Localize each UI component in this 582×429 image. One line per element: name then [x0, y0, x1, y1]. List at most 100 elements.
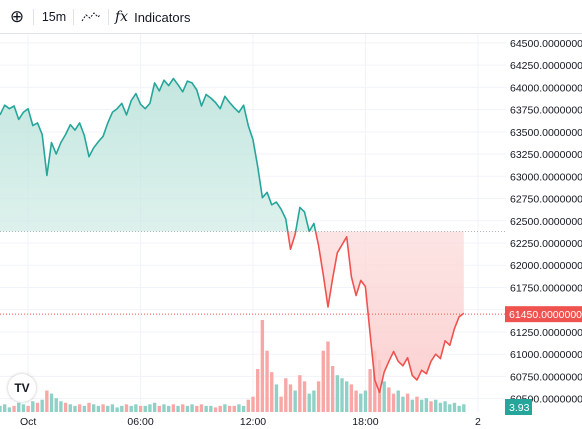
- volume-bar: [106, 405, 110, 412]
- volume-bar: [251, 396, 255, 412]
- volume-bar: [274, 384, 279, 412]
- y-axis[interactable]: 64500.00000000 64250.00000000 64000.000000…: [510, 38, 582, 406]
- volume-bar: [452, 402, 457, 412]
- volume-bar: [49, 393, 54, 412]
- volume-bar: [288, 384, 293, 412]
- volume-bar: [410, 399, 414, 412]
- volume-bar: [152, 402, 157, 412]
- x-axis[interactable]: Oct 06:00 12:00 18:00 2: [20, 416, 481, 428]
- volume-bar: [270, 372, 274, 412]
- volume-bar: [434, 399, 438, 412]
- volume-bar: [115, 407, 119, 412]
- volume-bar: [138, 405, 143, 412]
- volume-bar: [368, 369, 372, 412]
- volume-bar: [195, 405, 199, 412]
- volume-bar: [21, 404, 26, 412]
- y-axis-label: 60750.00000000: [510, 371, 582, 383]
- price-line-up: [0, 77, 317, 232]
- volume-bar: [0, 405, 2, 412]
- volume-bar: [462, 404, 466, 412]
- price-area: [0, 78, 506, 393]
- y-axis-label: 62500.00000000: [510, 216, 582, 228]
- volume-bar: [26, 405, 30, 412]
- volume-bar: [330, 366, 335, 412]
- volume-bar: [40, 399, 44, 412]
- volume-bar: [63, 402, 68, 412]
- volume-bar: [209, 405, 213, 412]
- volume-bar: [429, 401, 433, 412]
- y-axis-label: 61250.00000000: [510, 327, 582, 339]
- volume-bar: [45, 390, 49, 412]
- chart-area[interactable]: 64500.00000000 64250.00000000 64000.000000…: [0, 34, 582, 429]
- add-symbol-button[interactable]: ⊕: [6, 6, 28, 28]
- chart-toolbar: ⊕ 15m fx Indicators: [0, 0, 582, 34]
- volume-bar: [448, 404, 452, 412]
- volume-bar: [316, 381, 321, 412]
- volume-bar: [241, 405, 246, 412]
- volume-bar: [185, 405, 190, 412]
- volume-bar: [68, 404, 72, 412]
- volume-bar: [363, 390, 368, 412]
- price-chart[interactable]: 64500.00000000 64250.00000000 64000.000000…: [0, 34, 582, 429]
- area-above-baseline: [0, 78, 464, 232]
- volume-bar: [293, 390, 297, 412]
- y-axis-label: 62000.00000000: [510, 260, 582, 272]
- volume-bar: [405, 393, 410, 412]
- volume-bar: [17, 402, 21, 412]
- price-tags: 61450.00000000 3.93: [505, 306, 582, 415]
- volume-bar: [92, 404, 96, 412]
- volume-bar: [166, 405, 171, 412]
- volume-bar: [110, 404, 115, 412]
- volume-bar: [260, 320, 265, 412]
- volume-bar: [171, 404, 176, 412]
- y-axis-label: 61750.00000000: [510, 282, 582, 294]
- volume-bar: [176, 405, 180, 412]
- x-axis-label: 12:00: [240, 416, 266, 428]
- current-price-tag-label: 61450.00000000: [509, 309, 582, 321]
- volume-bar: [7, 407, 12, 412]
- volume-bar: [87, 402, 91, 412]
- volume-bar: [218, 405, 222, 412]
- tradingview-logo[interactable]: TV: [8, 374, 36, 402]
- y-axis-label: 63000.00000000: [510, 171, 582, 183]
- chart-type-button[interactable]: [78, 6, 104, 28]
- volume-bar: [181, 404, 185, 412]
- price-line-down: [286, 231, 465, 394]
- volume-bar: [157, 405, 161, 412]
- volume-bar: [354, 390, 358, 412]
- volume-bar: [232, 405, 236, 412]
- indicators-button[interactable]: fx Indicators: [115, 6, 190, 28]
- volume-bar: [419, 399, 424, 412]
- volume-bar: [96, 405, 101, 412]
- interval-button[interactable]: 15m: [40, 6, 68, 28]
- volume-bar: [443, 401, 447, 412]
- volume-tag-label: 3.93: [509, 402, 530, 414]
- volume-bar: [265, 350, 269, 412]
- volume-bar: [438, 402, 443, 412]
- volume-bar: [302, 381, 307, 412]
- volume-bar: [391, 393, 396, 412]
- volume-bar: [424, 398, 429, 412]
- current-price-tag: [505, 306, 582, 323]
- volume-tag: [505, 399, 532, 415]
- y-axis-label: 63500.00000000: [510, 127, 582, 139]
- area-below-baseline: [287, 231, 464, 393]
- volume-bar: [237, 404, 241, 412]
- volume-bar: [349, 384, 354, 412]
- interval-label: 15m: [41, 10, 67, 24]
- y-axis-label: 64000.00000000: [510, 82, 582, 94]
- volume-bar: [120, 405, 124, 412]
- volume-bar: [227, 405, 232, 412]
- volume-bar: [199, 404, 204, 412]
- volume-bar: [223, 404, 227, 412]
- y-axis-label: 63250.00000000: [510, 149, 582, 161]
- volume-bar: [312, 390, 316, 412]
- y-axis-label: 62750.00000000: [510, 194, 582, 206]
- volume-bar: [359, 393, 363, 412]
- y-axis-label: 64250.00000000: [510, 60, 582, 72]
- volume-bar: [321, 350, 325, 412]
- volume-bar: [148, 404, 152, 412]
- volume-bar: [124, 404, 129, 412]
- volume-bar: [162, 404, 166, 412]
- volume-bar: [415, 396, 419, 412]
